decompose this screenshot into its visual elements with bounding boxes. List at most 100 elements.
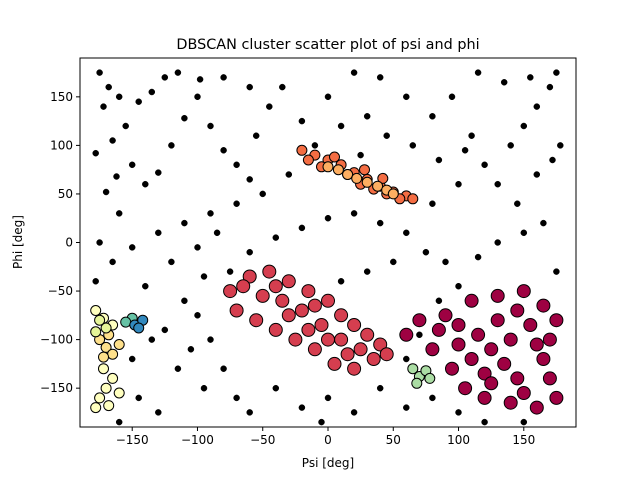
point-1-32 xyxy=(510,303,525,318)
point-4-4 xyxy=(361,176,373,188)
ticks-layer: −150 −100 −50 0 50 100 150 −150 −100 −50 0 50 100 150 xyxy=(40,90,535,447)
point-2-28 xyxy=(340,347,355,362)
point-2-14 xyxy=(288,332,303,347)
point-1-11 xyxy=(503,395,518,410)
point-2-3 xyxy=(281,274,296,289)
point-0-102 xyxy=(435,156,443,164)
point-1-31 xyxy=(399,327,414,342)
point-8-4 xyxy=(424,372,436,384)
point-0-108 xyxy=(246,83,253,91)
point-2-17 xyxy=(229,303,244,318)
x-axis-label: Psi [deg] xyxy=(302,456,354,470)
point-0-43 xyxy=(128,355,136,363)
point-0-64 xyxy=(376,219,384,227)
point-3-9 xyxy=(407,193,419,205)
point-0-90 xyxy=(514,200,521,207)
point-0-12 xyxy=(168,142,175,149)
point-7-2 xyxy=(90,326,102,338)
point-1-24 xyxy=(523,318,538,332)
point-9-1 xyxy=(120,316,132,328)
point-0-55 xyxy=(429,394,436,402)
point-0-39 xyxy=(174,365,182,372)
point-0-29 xyxy=(181,219,188,227)
point-2-12 xyxy=(327,356,342,371)
point-1-7 xyxy=(536,352,551,366)
point-0-74 xyxy=(507,142,514,149)
point-0-73 xyxy=(481,161,488,169)
point-1-28 xyxy=(477,366,492,381)
point-0-121 xyxy=(135,98,142,105)
point-6-9 xyxy=(103,400,115,412)
point-1-29 xyxy=(451,337,466,352)
point-1-3 xyxy=(516,284,531,299)
point-0-49 xyxy=(272,384,280,392)
point-0-123 xyxy=(174,69,182,76)
point-1-25 xyxy=(529,337,544,352)
point-0-65 xyxy=(350,210,358,217)
point-0-9 xyxy=(142,180,149,188)
series-7 xyxy=(90,314,112,338)
point-0-114 xyxy=(318,418,325,426)
point-6-5 xyxy=(107,372,119,384)
point-2-26 xyxy=(301,322,316,337)
point-0-25 xyxy=(285,171,293,178)
point-0-86 xyxy=(350,69,358,76)
point-1-30 xyxy=(412,313,427,328)
point-1-13 xyxy=(458,381,473,396)
point-3-17 xyxy=(302,154,314,166)
point-0-85 xyxy=(376,74,384,81)
point-0-13 xyxy=(181,114,188,122)
y-tick-label: −50 xyxy=(48,284,73,298)
point-6-3 xyxy=(94,392,106,404)
point-4-1 xyxy=(332,164,344,176)
point-0-66 xyxy=(324,214,332,222)
point-2-29 xyxy=(281,308,296,323)
point-1-22 xyxy=(516,386,531,400)
point-0-119 xyxy=(390,258,397,266)
point-0-51 xyxy=(324,394,332,402)
point-0-38 xyxy=(187,346,195,353)
point-1-14 xyxy=(445,361,459,376)
point-5-3 xyxy=(98,351,109,363)
point-0-97 xyxy=(474,253,482,261)
point-0-56 xyxy=(455,409,462,416)
point-0-78 xyxy=(553,69,560,76)
point-0-80 xyxy=(500,79,508,86)
point-1-4 xyxy=(536,298,551,313)
point-0-107 xyxy=(96,239,103,246)
point-2-18 xyxy=(255,288,270,303)
point-2-31 xyxy=(307,298,322,313)
point-0-44 xyxy=(148,336,156,343)
point-0-89 xyxy=(494,180,501,188)
point-0-5 xyxy=(109,137,116,144)
x-tick-label: −50 xyxy=(250,433,275,447)
point-0-81 xyxy=(474,69,482,76)
point-1-23 xyxy=(503,332,518,347)
point-0-42 xyxy=(135,394,142,402)
point-0-88 xyxy=(468,132,475,139)
point-4-3 xyxy=(351,172,363,184)
point-0-112 xyxy=(520,418,528,426)
point-2-7 xyxy=(347,318,362,332)
point-0-6 xyxy=(92,149,99,157)
point-0-58 xyxy=(416,331,423,339)
point-1-6 xyxy=(542,332,557,347)
point-2-22 xyxy=(334,332,349,347)
point-1-20 xyxy=(497,356,512,371)
point-0-105 xyxy=(92,278,99,285)
point-8-3 xyxy=(411,377,423,389)
point-2-30 xyxy=(379,347,394,362)
point-0-14 xyxy=(194,93,201,101)
point-5-4 xyxy=(113,339,125,350)
series-4 xyxy=(322,161,399,200)
point-0-18 xyxy=(233,161,240,169)
point-0-106 xyxy=(115,418,123,426)
point-2-19 xyxy=(275,293,290,308)
y-tick-label: 150 xyxy=(50,90,73,104)
point-0-52 xyxy=(350,409,358,416)
point-2-11 xyxy=(347,361,362,376)
point-0-57 xyxy=(403,355,410,363)
point-2-13 xyxy=(307,342,322,357)
point-0-120 xyxy=(115,210,123,217)
